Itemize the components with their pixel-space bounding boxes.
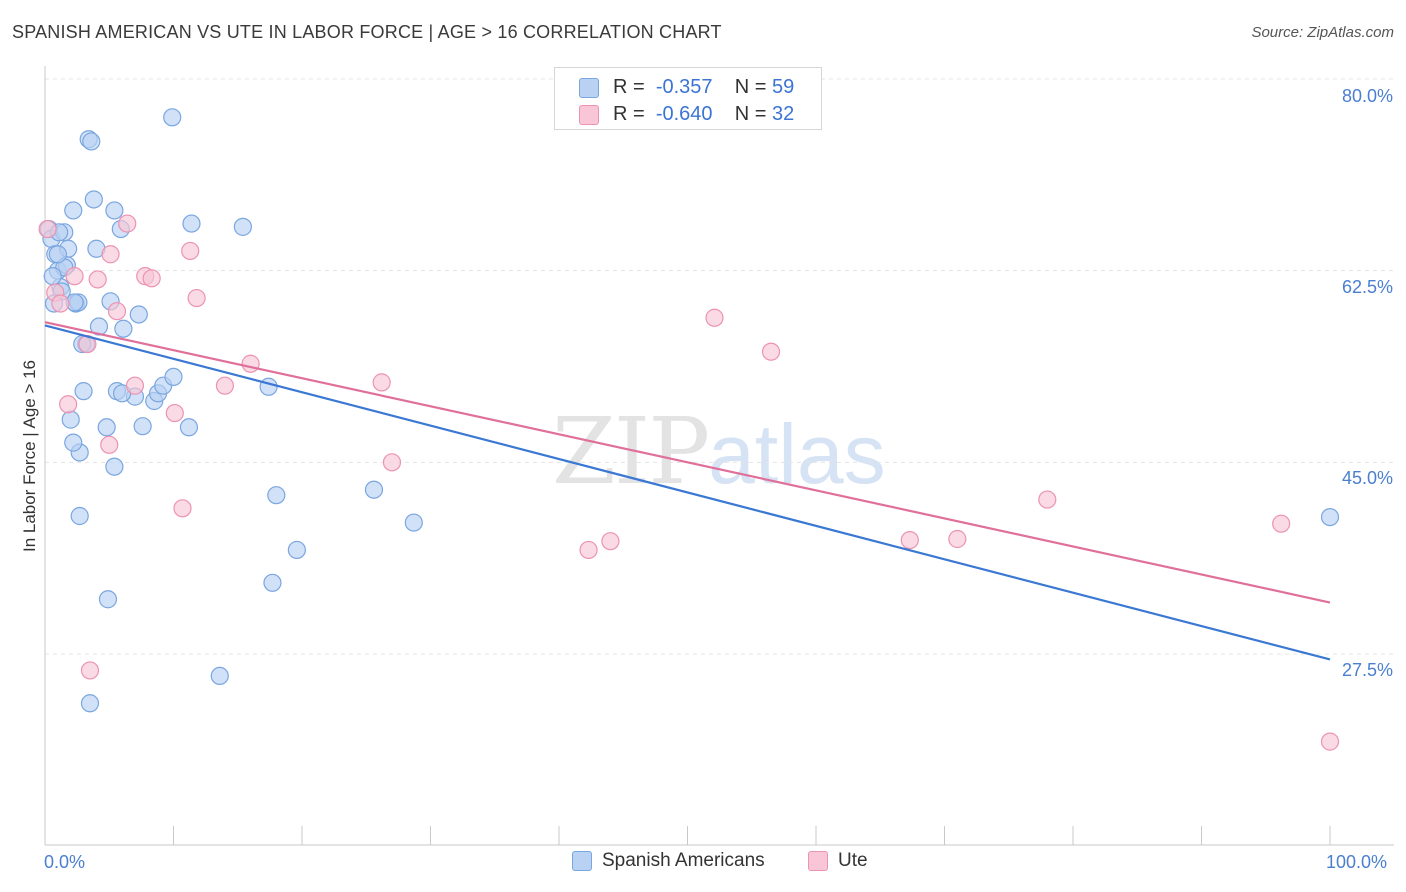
legend-item-spanish-americans[interactable]: Spanish Americans <box>572 850 765 872</box>
spanish-american-point <box>64 201 83 220</box>
ute-point <box>165 403 184 423</box>
ute-point <box>107 302 127 321</box>
y-tick-label-27-5: 27.5% <box>1341 660 1393 680</box>
blue-swatch-icon <box>572 851 592 871</box>
r-label: R = <box>613 76 645 98</box>
ute-point <box>601 532 620 551</box>
blue-swatch-icon <box>579 77 599 98</box>
spanish-american-point <box>129 305 148 324</box>
spanish-american-point <box>105 201 124 220</box>
ute-point <box>142 269 161 288</box>
n-label: N = <box>734 103 767 125</box>
spanish-american-point <box>97 418 116 437</box>
ute-point <box>100 435 119 454</box>
y-tick-label-80: 80.0% <box>1341 86 1393 106</box>
spanish-american-point <box>210 666 229 686</box>
spanish-american-point <box>64 433 83 452</box>
spanish-american-point <box>80 694 100 713</box>
ute-point <box>579 540 598 560</box>
legend-label: Ute <box>838 850 868 871</box>
spanish-american-point <box>1320 507 1340 527</box>
ute-point <box>80 661 100 680</box>
spanish-american-point <box>404 513 423 532</box>
ute-trend-line <box>44 321 1331 604</box>
y-axis-label: In Labor Force | Age > 16 <box>20 359 39 553</box>
spanish-american-trend-line <box>44 324 1331 661</box>
spanish-american-point <box>48 245 67 264</box>
spanish-american-point <box>287 540 306 560</box>
spanish-american-point <box>164 367 183 387</box>
ute-point <box>215 376 234 395</box>
series-legend: Spanish Americans Ute <box>0 850 1406 880</box>
spanish-american-point <box>364 480 384 499</box>
pink-swatch-icon <box>808 851 828 871</box>
spanish-american-point <box>163 108 182 127</box>
ute-point <box>1038 490 1057 509</box>
watermark-part1: ZIP <box>552 398 710 505</box>
spanish-american-point <box>267 486 286 505</box>
spanish-american-point <box>82 132 101 151</box>
n-value: 59 <box>772 76 795 98</box>
r-label: R = <box>613 103 645 125</box>
spanish-american-point <box>263 573 282 592</box>
x-tick-label-min: 0.0% <box>44 852 86 872</box>
spanish-american-point <box>233 217 252 236</box>
spanish-american-point <box>98 590 118 609</box>
legend-item-ute[interactable]: Ute <box>808 850 868 872</box>
ute-point <box>705 308 724 327</box>
spanish-american-point <box>70 506 89 526</box>
spanish-american-point <box>259 377 278 396</box>
ute-point <box>948 529 967 549</box>
ute-point <box>1320 732 1340 751</box>
ute-point <box>51 294 70 313</box>
ute-point <box>101 245 120 264</box>
source-label: Source: ZipAtlas.com <box>1251 24 1394 41</box>
correlation-legend: R = -0.357 N = 59 R = -0.640 N = 32 <box>554 67 822 130</box>
spanish-american-point <box>74 382 93 401</box>
ute-point <box>88 270 107 289</box>
spanish-american-point <box>114 319 133 338</box>
pink-swatch-icon <box>579 104 599 125</box>
legend-row-spanish-americans: R = -0.357 N = 59 <box>579 76 794 99</box>
legend-label: Spanish Americans <box>602 850 765 871</box>
spanish-american-point <box>84 190 103 209</box>
y-tick-label-45: 45.0% <box>1341 468 1393 488</box>
y-tick-label-62-5: 62.5% <box>1341 277 1393 297</box>
spanish-american-point <box>179 418 199 437</box>
r-value: -0.640 <box>655 103 713 125</box>
ute-point <box>372 373 391 392</box>
spanish-american-point <box>43 267 62 286</box>
spanish-american-point <box>182 214 201 233</box>
ute-point <box>118 214 137 233</box>
chart-title: SPANISH AMERICAN VS UTE IN LABOR FORCE |… <box>12 22 722 42</box>
legend-row-ute: R = -0.640 N = 32 <box>579 103 794 126</box>
spanish-american-point <box>133 417 152 436</box>
ute-point <box>761 342 781 361</box>
ute-point <box>181 241 200 261</box>
ute-point <box>173 499 192 518</box>
ute-point <box>125 376 145 395</box>
ute-point <box>382 453 402 472</box>
n-value: 32 <box>772 103 795 125</box>
ute-point <box>38 219 57 239</box>
ute-point <box>900 530 919 550</box>
ute-point <box>59 395 78 414</box>
ute-point <box>241 354 260 373</box>
n-label: N = <box>734 76 767 98</box>
r-value: -0.357 <box>655 76 713 98</box>
ute-point <box>187 288 206 308</box>
ute-point <box>1272 514 1291 533</box>
spanish-american-point <box>61 410 80 429</box>
x-tick-label-max: 100.0% <box>1326 852 1388 872</box>
zipatlas-watermark: ZIPatlas <box>552 398 886 505</box>
ute-point <box>65 267 84 286</box>
spanish-american-point <box>105 457 124 476</box>
